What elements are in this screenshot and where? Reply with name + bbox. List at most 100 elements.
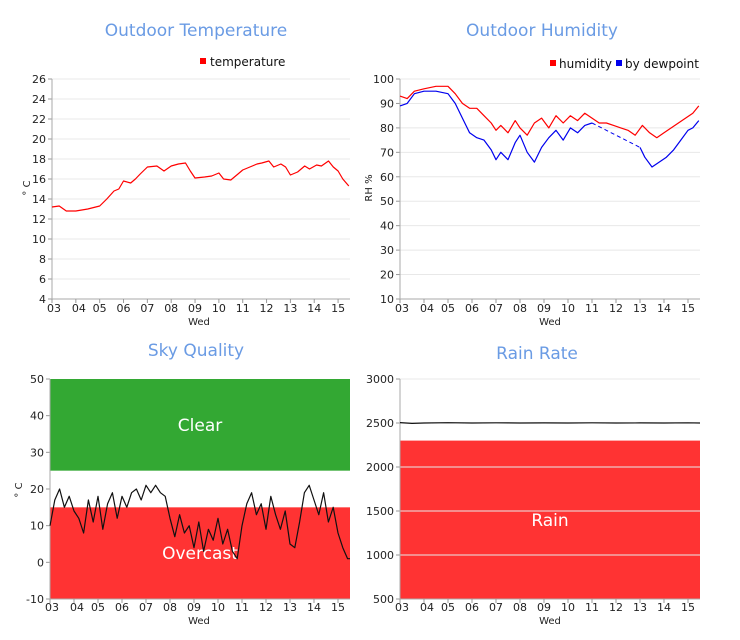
sky-zone-clear: [50, 379, 350, 471]
temperature-chart-title: Outdoor Temperature: [105, 21, 288, 41]
sky-x-tick-label: 08: [163, 601, 177, 614]
sky-y-tick-label: 30: [30, 446, 44, 459]
dewpoint-legend-label[interactable]: by dewpoint: [625, 57, 699, 71]
hum-x-tick-label: 07: [489, 302, 503, 315]
hum-x-tick-label: 06: [465, 302, 479, 315]
temperature-chart: Outdoor Temperature ° C Wed temperature: [22, 21, 287, 328]
temp-x-tick-label: 05: [93, 302, 107, 315]
hum-x-tick-label: 10: [561, 302, 575, 315]
chart-marks: 4 6 8 10 12 14 16 18 20 22 24 26 03 04 05 06 07 08 09 10 11 1…: [26, 73, 701, 614]
humidity-legend-label[interactable]: humidity: [559, 57, 612, 71]
temp-y-tick-label: 20: [32, 133, 46, 146]
hum-x-tick-label: 03: [395, 302, 409, 315]
humidity-chart: Outdoor Humidity RH % Wed humidity by de…: [364, 21, 699, 328]
sky-series-line: [49, 484, 350, 560]
hum-x-tick-label: 15: [681, 302, 695, 315]
temp-y-tick-label: 12: [32, 213, 46, 226]
rain-x-tick-label: 10: [561, 601, 575, 614]
rain-x-tick-label: 05: [441, 601, 455, 614]
rain-x-tick-label: 13: [633, 601, 647, 614]
sky-quality-y-label: ° C: [14, 482, 25, 497]
temp-x-tick-label: 09: [188, 302, 202, 315]
rain-x-tick-label: 15: [681, 601, 695, 614]
sky-zone-label: Clear: [178, 416, 222, 436]
temp-x-tick-label: 08: [164, 302, 178, 315]
sky-x-tick-label: 07: [139, 601, 153, 614]
hum-x-tick-label: 11: [585, 302, 599, 315]
humidity-chart-title: Outdoor Humidity: [466, 21, 618, 41]
temp-y-tick-label: 26: [32, 73, 46, 86]
hum-y-tick-label: 20: [380, 269, 394, 282]
temp-x-tick-label: 13: [283, 302, 297, 315]
sky-x-tick-label: 11: [235, 601, 249, 614]
rain-x-tick-label: 04: [420, 601, 434, 614]
temp-y-tick-label: 14: [32, 193, 46, 206]
sky-y-tick-label: 20: [30, 483, 44, 496]
rain-y-tick-label: 3000: [366, 373, 394, 386]
rain-y-tick-label: 500: [373, 593, 394, 606]
hum-y-tick-label: 60: [380, 171, 394, 184]
hum-series-line: [399, 90, 593, 163]
temp-y-tick-label: 24: [32, 93, 46, 106]
hum-y-tick-label: 40: [380, 220, 394, 233]
hum-x-tick-label: 04: [420, 302, 434, 315]
sky-x-tick-label: 09: [187, 601, 201, 614]
sky-x-tick-label: 15: [331, 601, 345, 614]
hum-series-line: [399, 85, 700, 139]
hum-x-tick-label: 12: [609, 302, 623, 315]
rain-x-tick-label: 12: [609, 601, 623, 614]
hum-y-tick-label: 30: [380, 244, 394, 257]
rain-rate-x-label: Wed: [539, 616, 561, 627]
sky-y-tick-label: 50: [30, 373, 44, 386]
sky-x-tick-label: 04: [70, 601, 84, 614]
hum-x-tick-label: 14: [657, 302, 671, 315]
hum-y-tick-label: 100: [373, 73, 394, 86]
rain-zone-label: Rain: [531, 511, 568, 531]
sky-y-tick-label: 10: [30, 520, 44, 533]
rain-x-tick-label: 07: [489, 601, 503, 614]
rain-rate-chart: Rain Rate Wed: [496, 344, 578, 627]
temp-y-tick-label: 22: [32, 113, 46, 126]
temp-x-tick-label: 07: [140, 302, 154, 315]
sky-y-tick-label: 40: [30, 410, 44, 423]
temperature-x-label: Wed: [188, 317, 210, 328]
sky-y-tick-label: 0: [37, 556, 44, 569]
temp-x-tick-label: 11: [236, 302, 250, 315]
temp-y-tick-label: 18: [32, 153, 46, 166]
temp-x-tick-label: 15: [331, 302, 345, 315]
temperature-y-label: ° C: [22, 180, 33, 195]
rain-series-line: [399, 422, 701, 424]
hum-x-tick-label: 13: [633, 302, 647, 315]
hum-y-tick-label: 80: [380, 122, 394, 135]
hum-x-tick-label: 05: [441, 302, 455, 315]
temp-y-tick-label: 8: [39, 253, 46, 266]
sky-quality-chart: Sky Quality ° C Wed: [14, 341, 244, 627]
hum-y-tick-label: 70: [380, 146, 394, 159]
rain-y-tick-label: 1000: [366, 549, 394, 562]
temp-y-tick-label: 10: [32, 233, 46, 246]
hum-x-tick-label: 08: [513, 302, 527, 315]
hum-y-tick-label: 10: [380, 293, 394, 306]
temp-x-tick-label: 03: [47, 302, 61, 315]
temp-x-tick-label: 06: [117, 302, 131, 315]
sky-zone-label: Overcast: [162, 544, 238, 564]
temp-y-tick-label: 4: [39, 293, 46, 306]
sky-x-tick-label: 14: [307, 601, 321, 614]
rain-y-tick-label: 2000: [366, 461, 394, 474]
temp-x-tick-label: 04: [72, 302, 86, 315]
sky-x-tick-label: 06: [115, 601, 129, 614]
rain-y-tick-label: 1500: [366, 505, 394, 518]
sky-x-tick-label: 12: [259, 601, 273, 614]
rain-x-tick-label: 09: [537, 601, 551, 614]
temperature-legend-swatch: [200, 58, 206, 64]
hum-series-line: [639, 120, 700, 168]
hum-y-tick-label: 50: [380, 195, 394, 208]
sky-x-tick-label: 05: [91, 601, 105, 614]
hum-y-tick-label: 90: [380, 97, 394, 110]
rain-x-tick-label: 06: [465, 601, 479, 614]
rain-x-tick-label: 14: [657, 601, 671, 614]
rain-rate-chart-title: Rain Rate: [496, 344, 578, 364]
temp-y-tick-label: 16: [32, 173, 46, 186]
temperature-legend-label[interactable]: temperature: [210, 55, 285, 69]
